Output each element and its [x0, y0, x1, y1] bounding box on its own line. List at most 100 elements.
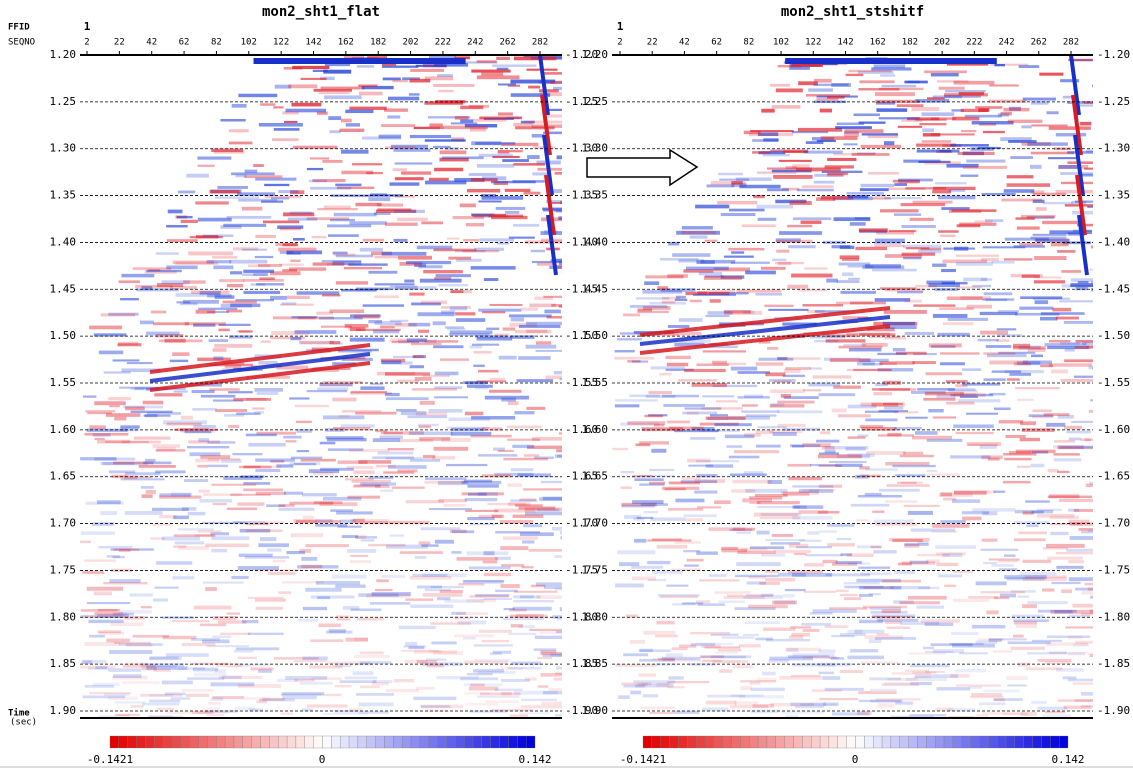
wavelet: [695, 642, 734, 646]
time-label: 1.55: [582, 376, 609, 389]
wavelet: [290, 533, 324, 538]
wavelet: [97, 439, 131, 444]
wavelet: [886, 626, 911, 629]
wavelet: [494, 333, 510, 337]
wavelet: [881, 84, 917, 88]
ffid-value: 1: [84, 20, 91, 33]
wavelet: [290, 259, 301, 262]
wavelet: [773, 380, 792, 383]
wavelet: [936, 394, 956, 399]
colorbar-cell: [979, 735, 989, 749]
wavelet: [354, 654, 390, 659]
wavelet: [174, 541, 205, 545]
wavelet: [507, 438, 540, 441]
wavelet: [1015, 449, 1056, 454]
wavelet: [166, 265, 198, 270]
wavelet: [210, 697, 224, 701]
wavelet: [996, 328, 1017, 331]
wavelet: [988, 99, 1027, 103]
wavelet: [305, 587, 342, 592]
wavelet: [156, 447, 176, 452]
wavelet: [104, 440, 149, 444]
wavelet: [885, 461, 930, 466]
arrow: [586, 148, 699, 187]
wavelet: [359, 651, 384, 655]
wavelet: [874, 298, 911, 302]
wavelet: [953, 490, 987, 495]
wavelet: [781, 711, 824, 714]
wavelet: [938, 86, 965, 90]
wavelet: [322, 496, 362, 501]
wavelet: [511, 468, 534, 472]
colorbar-cell: [446, 735, 456, 749]
wavelet: [253, 410, 264, 414]
wavelet: [513, 163, 545, 166]
wavelet: [705, 314, 730, 318]
wavelet: [252, 407, 265, 410]
wavelet: [737, 371, 770, 374]
wavelet: [961, 511, 990, 515]
wavelet: [297, 316, 335, 320]
wavelet: [316, 111, 328, 115]
wavelet: [1007, 119, 1043, 123]
wavelet: [310, 186, 352, 190]
wavelet: [523, 524, 543, 528]
wavelet: [765, 577, 796, 582]
wavelet: [860, 474, 882, 478]
wavelet: [637, 308, 653, 312]
time-label: 1.85: [582, 657, 609, 670]
wavelet: [279, 227, 301, 231]
wavelet: [1081, 692, 1093, 696]
wavelet: [228, 129, 249, 133]
wavelet: [241, 206, 263, 211]
wavelet: [770, 542, 801, 545]
wavelet: [92, 682, 120, 687]
wavelet: [339, 128, 365, 132]
wavelet: [886, 484, 930, 487]
wavelet: [288, 267, 327, 271]
wavelet: [462, 579, 504, 584]
wavelet: [289, 211, 312, 215]
wavelet: [335, 584, 366, 588]
time-label-right: -1.55: [1097, 376, 1130, 389]
wavelet: [765, 538, 806, 542]
wavelet: [788, 245, 816, 249]
wavelet: [893, 213, 922, 216]
wavelet: [920, 247, 941, 251]
wavelet: [1034, 256, 1067, 260]
wavelet: [876, 230, 915, 235]
wavelet: [406, 338, 428, 342]
wavelet: [403, 645, 426, 648]
colorbar-cell: [890, 735, 900, 749]
wavelet: [789, 66, 810, 70]
wavelet: [513, 122, 533, 127]
wavelet: [557, 454, 562, 458]
wavelet: [86, 602, 131, 605]
wavelet: [449, 306, 468, 311]
wavelet: [1016, 226, 1040, 230]
wavelet: [200, 394, 236, 398]
wavelet: [798, 288, 827, 292]
time-label: 1.25: [582, 95, 609, 108]
wavelet: [215, 409, 248, 412]
wavelet: [143, 461, 172, 465]
wavelet: [1045, 642, 1088, 646]
wavelet: [1061, 270, 1082, 273]
wavelet: [506, 425, 542, 429]
wavelet: [121, 440, 161, 444]
wavelet: [509, 314, 552, 318]
wavelet: [980, 591, 1026, 594]
wavelet: [1019, 243, 1044, 246]
wavelet: [742, 498, 772, 503]
wavelet: [409, 292, 425, 296]
wavelet: [1050, 609, 1093, 614]
wavelet: [817, 454, 863, 459]
wavelet: [256, 283, 285, 286]
colorbar-cell: [331, 735, 341, 749]
wavelet: [988, 638, 1027, 641]
wavelet: [395, 323, 417, 327]
wavelet: [952, 116, 980, 121]
wavelet: [423, 270, 463, 274]
time-label: 1.20: [582, 48, 609, 61]
wavelet: [348, 263, 388, 266]
